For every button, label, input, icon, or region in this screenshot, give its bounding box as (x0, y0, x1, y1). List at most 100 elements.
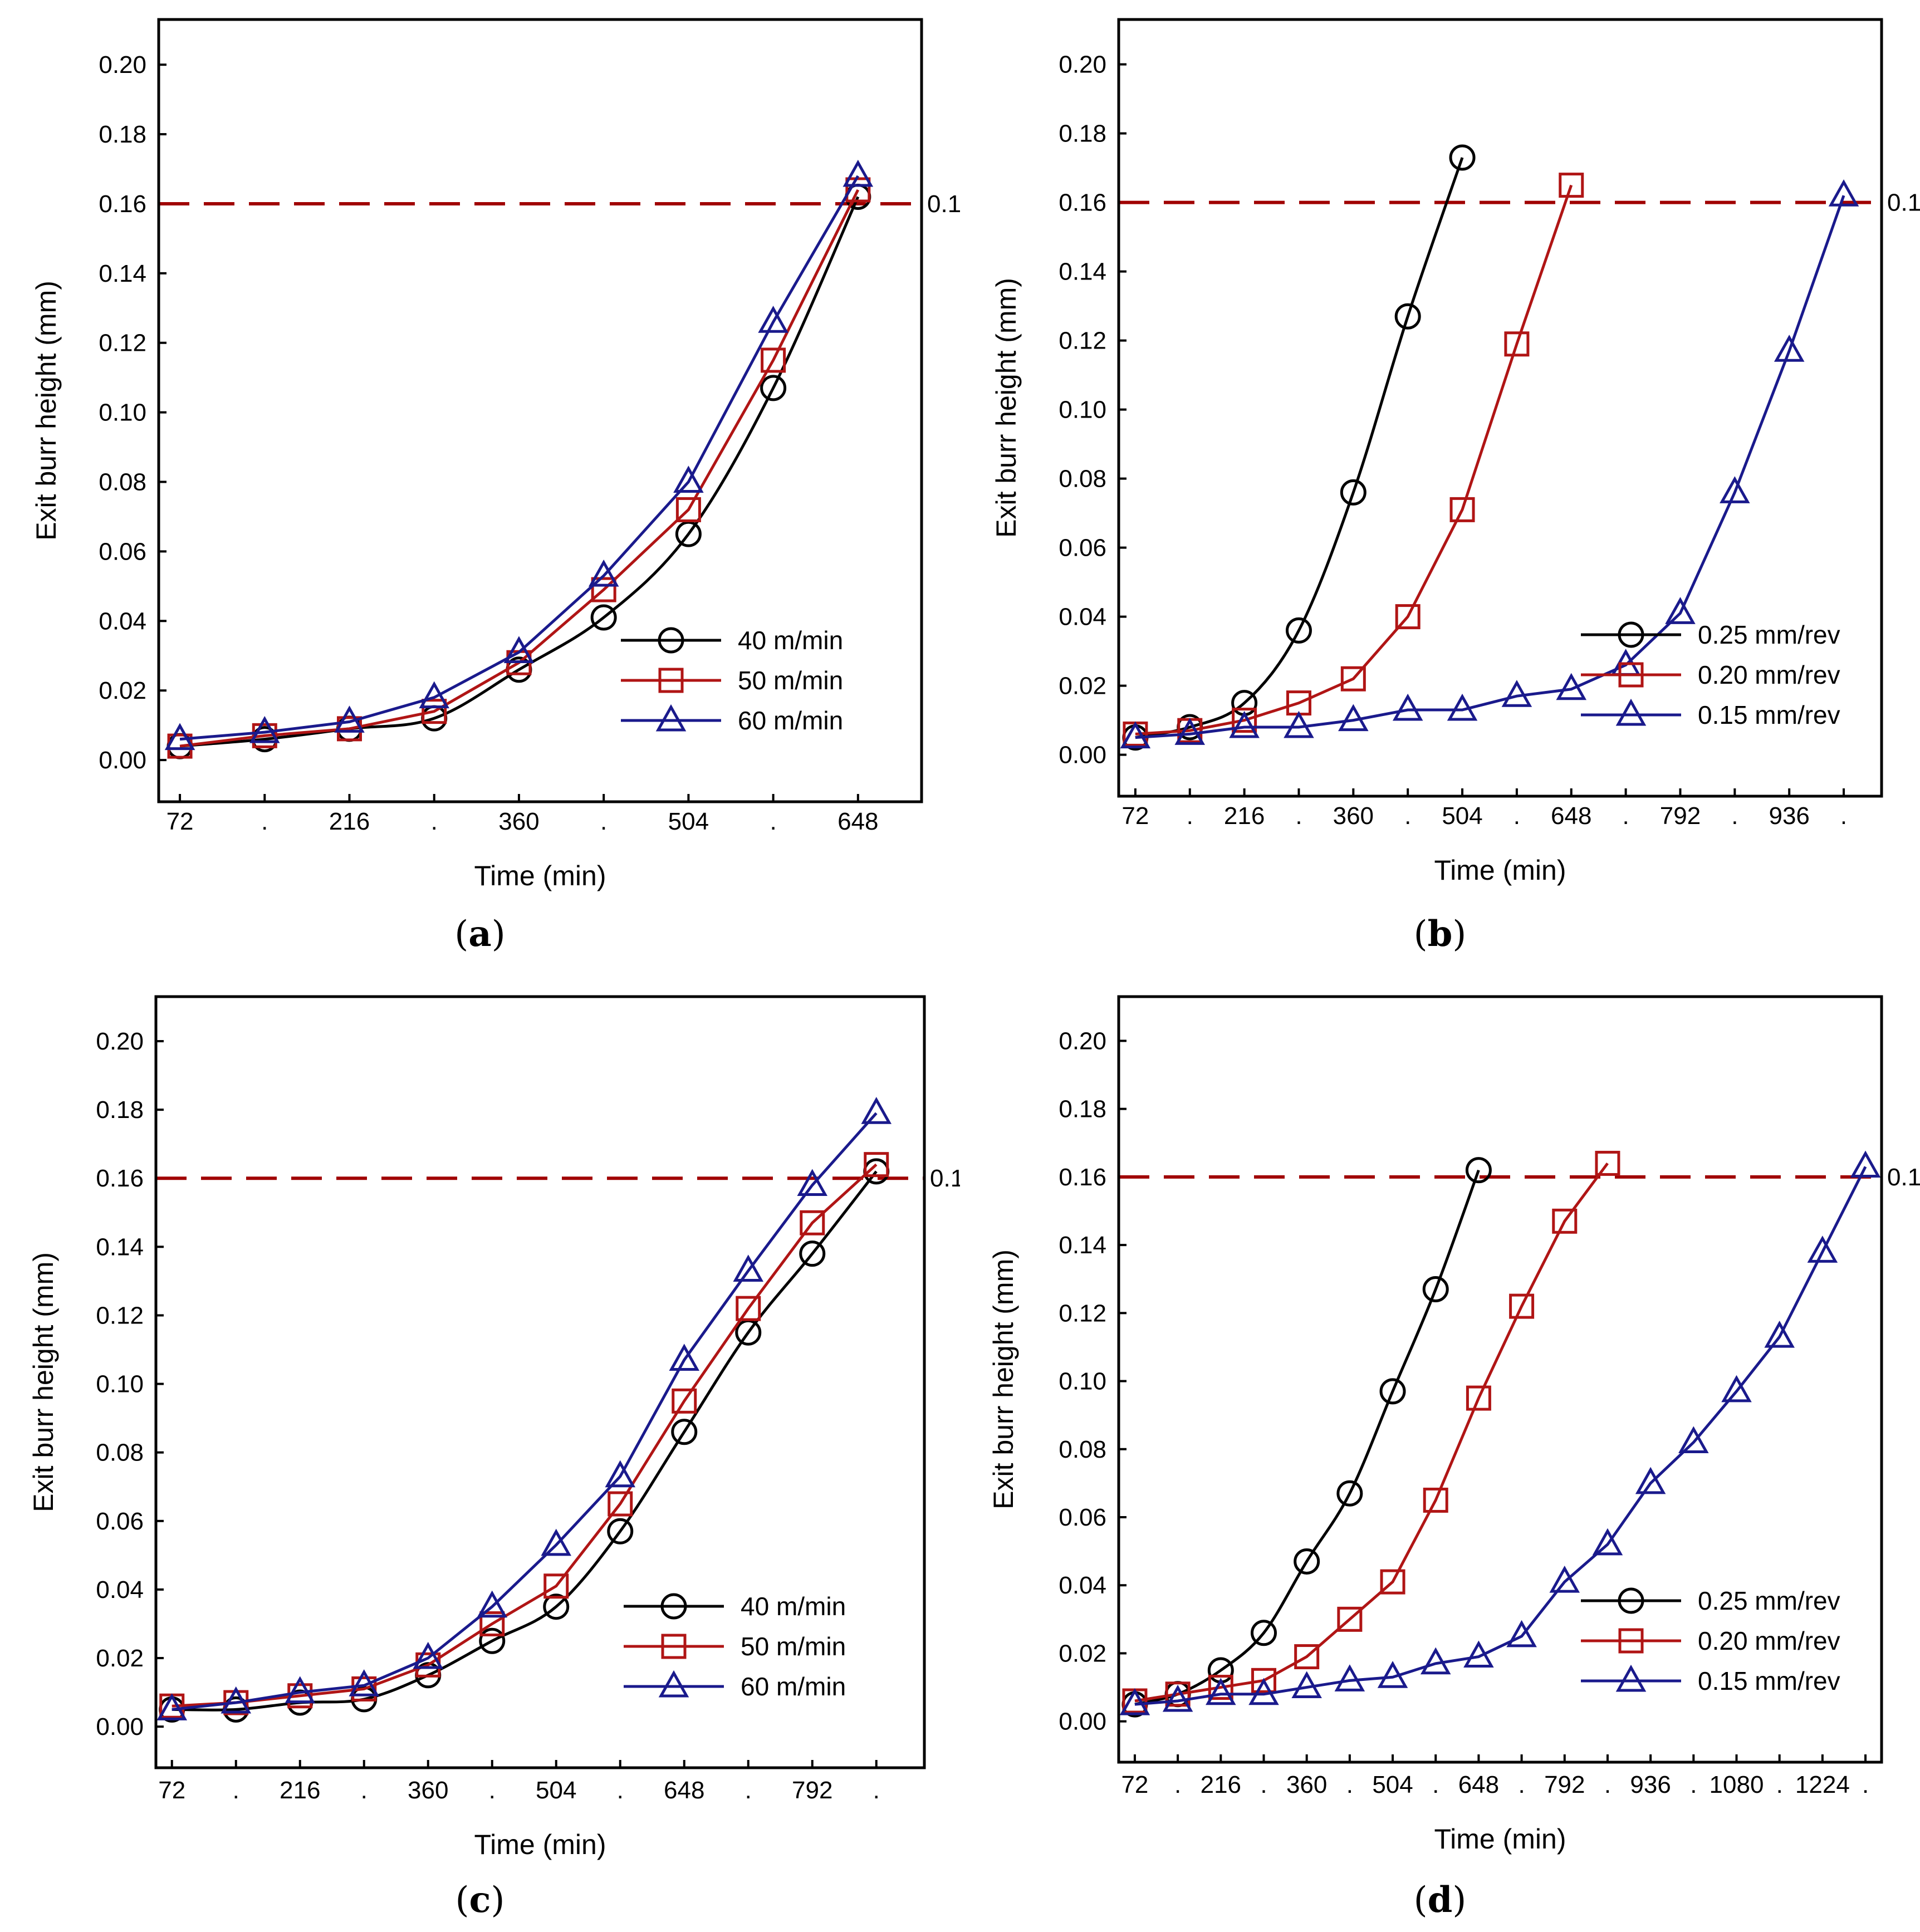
y-tick-label-c-6: 0.12 (96, 1302, 144, 1329)
legend-marker-a-1 (658, 668, 684, 693)
data-point-d-2-4 (1291, 1671, 1322, 1699)
series-line-c-2 (172, 1112, 878, 1711)
x-tick-label-d-10: 792 (1544, 1771, 1585, 1798)
legend-marker-a-2 (655, 704, 687, 732)
caption-d: (d) (1413, 1879, 1467, 1921)
legend-marker-a-0 (658, 627, 684, 654)
x-tick-label-b-1: . (1187, 802, 1193, 830)
data-point-b-0-6 (1449, 144, 1476, 171)
x-tick-label-d-15: . (1776, 1771, 1783, 1798)
x-axis-title-b: Time (min) (1434, 855, 1566, 886)
y-tick-label-c-2: 0.04 (96, 1576, 144, 1604)
y-tick-label-a-5: 0.10 (99, 399, 146, 426)
x-tick-label-b-7: . (1514, 802, 1520, 830)
data-point-d-1-11 (1595, 1150, 1620, 1176)
series-line-d-0 (1134, 1169, 1480, 1706)
x-tick-label-a-3: . (431, 808, 438, 835)
x-tick-label-d-0: 72 (1121, 1771, 1148, 1798)
legend-c: 40 m/min 50 m/min 60 m/min (624, 1592, 846, 1701)
x-tick-label-d-1: . (1174, 1771, 1181, 1798)
y-tick-label-b-1: 0.02 (1059, 673, 1106, 700)
y-tick-label-b-10: 0.20 (1059, 51, 1106, 79)
data-point-a-2-6 (673, 465, 704, 493)
data-point-a-2-8 (843, 159, 874, 187)
x-tick-label-b-10: 792 (1660, 802, 1701, 830)
data-point-d-2-11 (1592, 1528, 1623, 1556)
plot-frame-a (157, 18, 923, 803)
legend-label-d-2: 0.15 mm/rev (1698, 1666, 1840, 1695)
series-line-d-2 (1134, 1166, 1867, 1706)
data-point-c-2-8 (669, 1343, 700, 1371)
y-tick-label-d-8: 0.16 (1059, 1164, 1106, 1191)
x-tick-label-b-9: . (1622, 802, 1629, 830)
data-point-c-1-7 (608, 1491, 633, 1517)
x-tick-label-d-4: 360 (1286, 1771, 1327, 1798)
legend-a: 40 m/min 50 m/min 60 m/min (621, 626, 843, 735)
data-point-d-1-7 (1423, 1487, 1448, 1513)
data-point-d-0-8 (1465, 1157, 1492, 1184)
series-line-b-2 (1135, 195, 1845, 739)
y-axis-title-b: Exit burr height (mm) (991, 278, 1022, 538)
data-point-a-2-5 (588, 560, 619, 587)
legend-label-b-0: 0.25 mm/rev (1698, 620, 1840, 649)
y-tick-label-c-1: 0.02 (96, 1645, 144, 1672)
legend-label-a-2: 60 m/min (738, 706, 843, 735)
x-tick-label-c-4: 360 (408, 1777, 448, 1804)
caption-a-label: a (468, 913, 492, 955)
x-tick-label-b-2: 216 (1224, 802, 1265, 830)
series-line-a-2 (179, 175, 859, 741)
y-tick-label-d-1: 0.02 (1059, 1640, 1106, 1667)
legend-d: 0.25 mm/rev 0.20 mm/rev 0.15 mm/rev (1581, 1586, 1840, 1695)
data-point-a-2-7 (758, 306, 788, 333)
data-point-b-2-6 (1447, 693, 1478, 721)
data-point-d-0-6 (1379, 1378, 1406, 1405)
x-tick-label-b-4: 360 (1333, 802, 1374, 830)
data-point-c-2-2 (285, 1676, 316, 1704)
data-point-d-2-14 (1721, 1375, 1752, 1403)
y-tick-label-c-5: 0.10 (96, 1371, 144, 1398)
data-point-c-1-9 (736, 1296, 761, 1321)
y-axis-title-d: Exit burr height (mm) (988, 1249, 1019, 1509)
chart-panel-d: 0.00 0.02 0.04 0.06 0.08 0.10 0.12 0.14 0.16 0.18… (960, 966, 1920, 1932)
data-point-c-0-8 (671, 1419, 698, 1445)
data-point-d-2-0 (1119, 1688, 1150, 1715)
data-point-d-1-4 (1294, 1644, 1320, 1670)
data-point-b-0-4 (1340, 479, 1366, 506)
legend-label-b-1: 0.20 mm/rev (1698, 660, 1840, 689)
data-point-d-1-3 (1251, 1668, 1276, 1693)
x-tick-label-a-4: 360 (498, 808, 539, 835)
series-line-b-0 (1135, 157, 1464, 739)
series-b-2 (1120, 179, 1859, 749)
x-tick-label-a-1: . (261, 808, 268, 835)
y-tick-label-b-4: 0.08 (1059, 465, 1106, 493)
data-point-c-1-6 (543, 1573, 569, 1599)
x-tick-label-c-10: 792 (792, 1777, 832, 1804)
series-d-1 (1122, 1150, 1620, 1714)
x-tick-label-c-1: . (233, 1777, 239, 1804)
chart-d: 0.00 0.02 0.04 0.06 0.08 0.10 0.12 0.14 0.16 0.18… (988, 995, 1920, 1855)
data-point-c-0-6 (543, 1593, 570, 1620)
data-point-a-1-7 (761, 347, 786, 373)
data-point-d-0-4 (1294, 1548, 1320, 1575)
data-point-c-0-5 (479, 1627, 506, 1654)
x-tick-label-b-3: . (1295, 802, 1302, 830)
data-point-c-2-4 (413, 1641, 444, 1669)
x-tick-label-b-6: 504 (1442, 802, 1482, 830)
y-tick-label-a-10: 0.20 (99, 51, 146, 79)
x-tick-label-d-7: . (1432, 1771, 1439, 1798)
data-point-c-2-9 (733, 1254, 764, 1282)
data-point-c-2-5 (477, 1590, 508, 1618)
y-tick-label-d-9: 0.18 (1059, 1096, 1106, 1123)
data-point-d-0-5 (1336, 1480, 1363, 1507)
x-tick-label-c-8: 648 (664, 1777, 704, 1804)
y-tick-label-d-10: 0.20 (1059, 1027, 1106, 1055)
threshold-label-b: 0.16 (1887, 189, 1920, 217)
data-point-b-1-4 (1340, 666, 1366, 692)
y-tick-label-a-9: 0.18 (99, 121, 146, 148)
plot-frame-b (1117, 18, 1883, 798)
x-tick-label-d-6: 504 (1372, 1771, 1413, 1798)
x-tick-label-c-6: 504 (536, 1777, 576, 1804)
caption-d-label: d (1427, 1879, 1453, 1921)
legend-label-d-1: 0.20 mm/rev (1698, 1626, 1840, 1655)
data-point-b-2-12 (1774, 335, 1805, 362)
